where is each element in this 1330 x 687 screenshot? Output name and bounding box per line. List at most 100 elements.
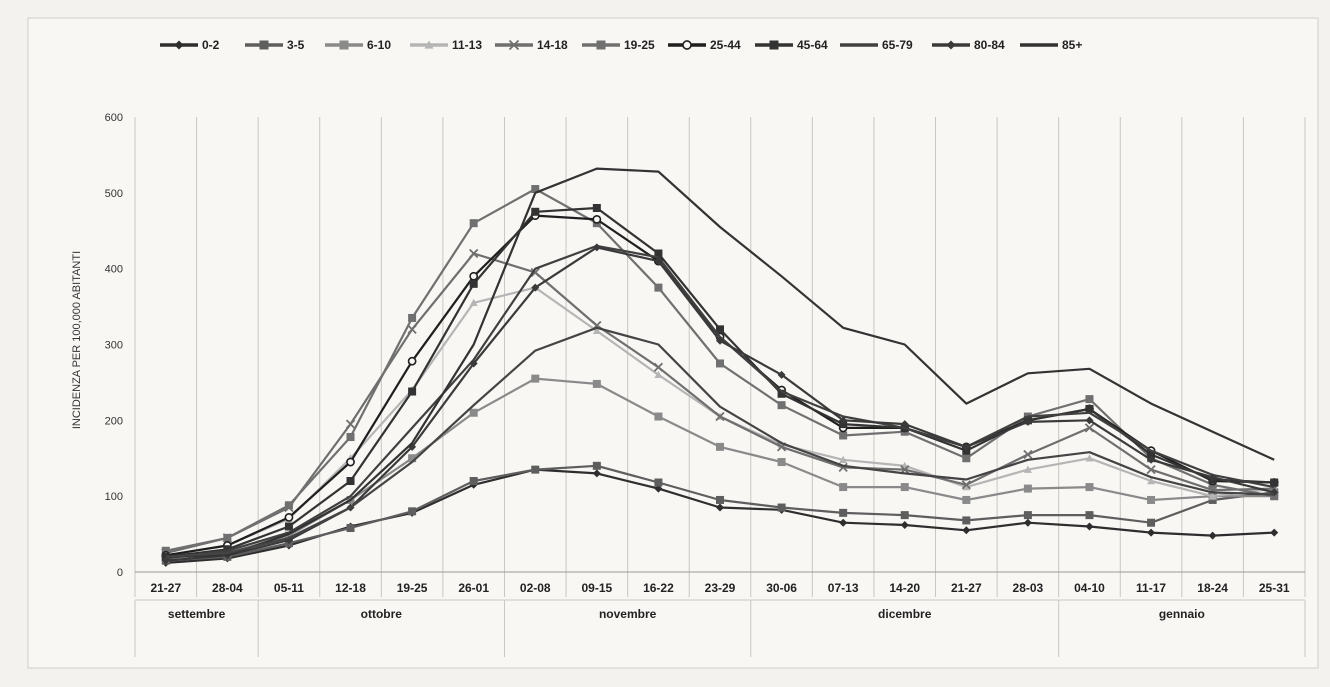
- point-marker: [424, 40, 434, 49]
- legend-entry: 0-2: [160, 38, 220, 52]
- month-label: settembre: [168, 607, 226, 621]
- legend-entry: 85+: [1020, 38, 1082, 52]
- point-marker: [339, 40, 349, 50]
- x-tick-label: 21-27: [150, 581, 181, 595]
- legend-entry: 14-18: [495, 38, 568, 52]
- point-marker: [839, 431, 848, 440]
- x-tick-label: 05-11: [274, 581, 304, 595]
- point-marker: [469, 271, 479, 281]
- point-marker: [1023, 417, 1032, 426]
- point-marker: [596, 40, 606, 50]
- x-tick-label: 04-10: [1074, 581, 1105, 595]
- point-marker: [946, 40, 956, 50]
- point-marker: [653, 362, 664, 372]
- point-marker: [654, 257, 663, 266]
- point-marker: [531, 283, 540, 292]
- point-marker: [900, 511, 909, 520]
- series-line: [165, 167, 1275, 558]
- legend-entry: 25-44: [668, 38, 741, 52]
- point-marker: [654, 370, 663, 379]
- point-marker: [1085, 483, 1094, 492]
- point-marker: [716, 442, 724, 451]
- x-tick-label: 28-04: [212, 581, 243, 595]
- point-marker: [346, 477, 355, 485]
- point-marker: [1147, 528, 1156, 537]
- month-label: gennaio: [1159, 607, 1205, 621]
- point-marker: [777, 503, 786, 512]
- point-marker: [1085, 511, 1094, 520]
- point-marker: [1147, 477, 1156, 485]
- x-tick-label: 30-06: [766, 581, 797, 595]
- axes: 0 100 200 300 400 500 600 21-27 28-04 05-11 12-18 1…: [105, 112, 1306, 657]
- point-marker: [962, 516, 971, 525]
- point-marker: [777, 458, 786, 467]
- y-tick-label: 600: [105, 112, 123, 124]
- x-tick-label: 09-15: [581, 581, 612, 595]
- point-marker: [839, 483, 848, 492]
- point-marker: [530, 267, 540, 278]
- point-marker: [1147, 450, 1156, 459]
- month-label: ottobre: [361, 607, 403, 621]
- point-marker: [716, 325, 724, 334]
- legend-entry: 3-5: [245, 38, 305, 52]
- point-marker: [407, 356, 417, 366]
- point-marker: [174, 40, 184, 50]
- point-marker: [408, 387, 417, 396]
- legend-entry: 80-84: [932, 38, 1005, 52]
- point-marker: [1208, 531, 1217, 540]
- point-marker: [408, 313, 417, 322]
- x-tick-label: 18-24: [1197, 581, 1228, 595]
- point-marker: [346, 524, 355, 533]
- point-marker: [777, 401, 786, 410]
- point-marker: [716, 359, 724, 368]
- point-marker: [469, 279, 478, 288]
- point-marker: [1023, 465, 1032, 473]
- point-marker: [1085, 416, 1094, 425]
- point-marker: [284, 531, 293, 540]
- y-tick-label: 500: [105, 188, 123, 200]
- point-marker: [1023, 518, 1032, 527]
- point-marker: [161, 556, 170, 565]
- x-tick-label: 07-13: [828, 581, 859, 595]
- legend-entry: 11-13: [410, 38, 482, 52]
- point-marker: [654, 412, 663, 421]
- point-marker: [1147, 518, 1156, 527]
- point-marker: [1147, 455, 1156, 464]
- point-marker: [682, 40, 692, 50]
- point-marker: [962, 442, 971, 451]
- legend-label: 3-5: [287, 38, 305, 52]
- chart-frame: [27, 17, 1319, 669]
- point-marker: [654, 249, 663, 258]
- point-marker: [346, 457, 355, 467]
- y-tick-label: 0: [117, 567, 123, 579]
- point-marker: [1084, 423, 1095, 433]
- point-marker: [654, 478, 663, 487]
- x-tick-label: 21-27: [951, 581, 982, 595]
- legend-label: 11-13: [452, 38, 482, 52]
- point-marker: [469, 408, 478, 417]
- point-marker: [469, 248, 479, 259]
- point-marker: [531, 185, 540, 194]
- point-marker: [592, 214, 602, 224]
- point-marker: [1208, 473, 1217, 482]
- point-marker: [839, 518, 848, 527]
- point-marker: [531, 374, 540, 383]
- point-marker: [900, 420, 909, 429]
- point-marker: [345, 419, 356, 429]
- month-label: dicembre: [878, 607, 932, 621]
- point-marker: [284, 522, 293, 531]
- point-marker: [1023, 484, 1032, 493]
- legend: 0-2 3-5 6-10 11-13 14-18 19-25 25-44 45-64 65-79…: [160, 38, 1082, 52]
- point-marker: [223, 533, 232, 542]
- point-marker: [715, 411, 725, 422]
- point-marker: [592, 469, 601, 478]
- point-marker: [716, 503, 724, 512]
- x-tick-label: 25-31: [1259, 581, 1290, 595]
- point-marker: [1270, 528, 1279, 537]
- series-line: [165, 326, 1275, 558]
- legend-label: 65-79: [882, 38, 913, 52]
- point-marker: [407, 324, 417, 334]
- legend-label: 14-18: [537, 38, 568, 52]
- point-marker: [508, 39, 520, 51]
